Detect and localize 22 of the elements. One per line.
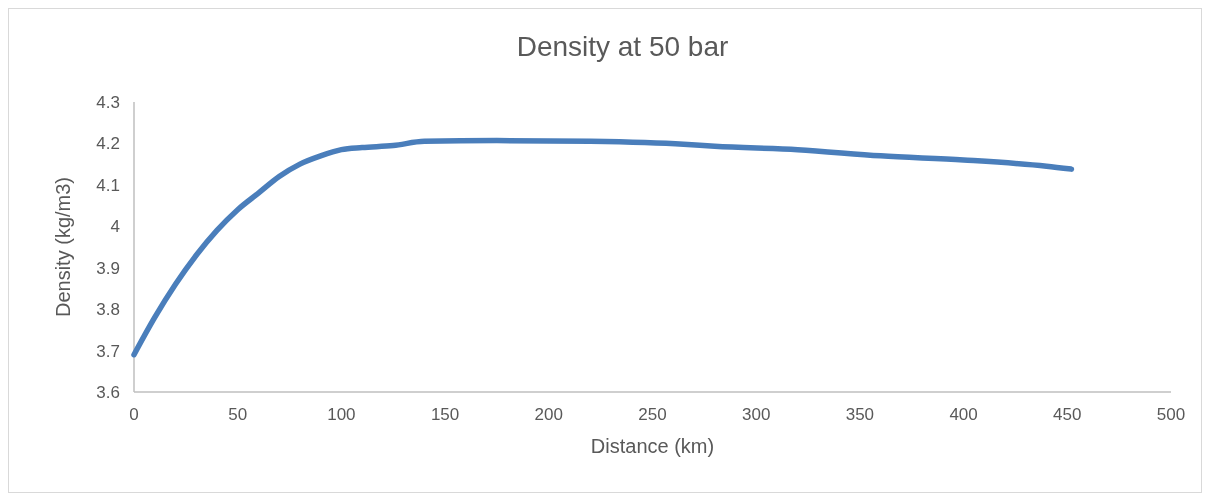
y-tick-label: 3.7: [96, 341, 120, 361]
x-tick-label: 500: [1156, 405, 1186, 424]
y-tick-label: 3.9: [96, 258, 120, 278]
y-axis-title: Density (kg/m3): [52, 176, 74, 318]
chart-title: Density at 50 bar: [516, 31, 729, 62]
x-tick-label: 50: [228, 405, 248, 424]
x-axis-title: Distance (km): [590, 435, 715, 457]
x-tick-label: 450: [1053, 405, 1082, 424]
y-tick-label: 4: [110, 217, 120, 237]
x-tick-label: 300: [742, 405, 771, 424]
y-tick-label: 4.2: [96, 134, 120, 154]
y-tick-label: 4.3: [96, 93, 120, 112]
x-tick-label: 350: [845, 405, 875, 424]
x-tick-label: 250: [638, 405, 667, 424]
x-tick-label: 0: [129, 405, 139, 424]
y-tick-label: 4.1: [96, 175, 120, 195]
x-tick-label: 100: [327, 405, 356, 424]
x-tick-label: 200: [534, 405, 563, 424]
x-tick-label: 400: [949, 405, 978, 424]
y-tick-label: 3.8: [96, 300, 120, 320]
x-tick-label: 150: [430, 405, 460, 424]
y-tick-label: 3.6: [96, 383, 120, 402]
